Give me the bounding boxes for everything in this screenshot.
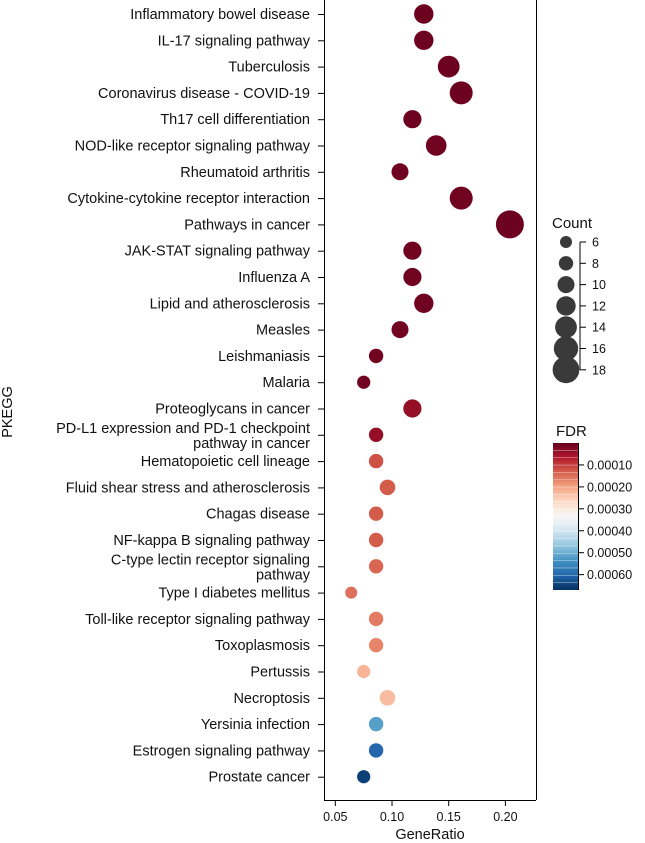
bubble (403, 241, 422, 260)
x-axis-title: GeneRatio (395, 827, 464, 843)
bubble (357, 375, 371, 389)
bubble (368, 506, 384, 521)
bubble (449, 81, 473, 105)
term-label: Type I diabetes mellitus (158, 586, 310, 602)
bubble (368, 453, 384, 469)
term-label: Coronavirus disease - COVID-19 (98, 86, 310, 102)
term-label: Cytokine-cytokine receptor interaction (67, 191, 310, 207)
size-legend-label: 6 (592, 236, 599, 250)
term-label: Toll-like receptor signaling pathway (85, 612, 311, 628)
bubble (414, 30, 434, 50)
size-legend-circle (557, 276, 575, 294)
size-legend-circle (553, 336, 579, 361)
bubble (391, 321, 409, 339)
bubble (379, 479, 396, 496)
bubble (414, 4, 434, 24)
term-label: Fluid shear stress and atherosclerosis (66, 480, 310, 496)
bubble (414, 293, 434, 313)
size-legend-label: 16 (592, 342, 606, 356)
size-legend-circle (555, 316, 577, 339)
bubble (357, 664, 371, 679)
x-ticks: 0.05 0.10 0.15 0.20 (323, 800, 518, 824)
bubble (403, 399, 422, 418)
x-tick-label: 0.15 (437, 810, 461, 824)
bubble (357, 770, 371, 784)
bubble (368, 559, 384, 574)
term-label-line: pathway (256, 567, 311, 583)
term-label: C-type lectin receptor signaling pathway (111, 552, 311, 583)
term-label: Rheumatoid arthritis (180, 165, 310, 181)
term-label: Yersinia infection (201, 717, 310, 733)
term-label-line: pathway in cancer (193, 436, 310, 452)
size-legend-circle (552, 356, 580, 384)
bubble (495, 210, 524, 239)
bubble (403, 267, 422, 287)
term-label: Malaria (262, 375, 310, 391)
term-label: Chagas disease (206, 507, 310, 523)
bubble (368, 611, 384, 627)
x-tick-label: 0.05 (323, 810, 347, 824)
colorbar-tick-label: 0.00010 (587, 458, 632, 472)
term-label: NF-kappa B signaling pathway (113, 533, 310, 549)
term-label: Prostate cancer (208, 770, 310, 786)
term-label: Lipid and atherosclerosis (150, 296, 310, 312)
colorbar-tick-label: 0.00060 (587, 568, 632, 582)
bubble (425, 135, 447, 156)
term-label: NOD-like receptor signaling pathway (75, 139, 311, 155)
term-label: Proteoglycans in cancer (155, 402, 310, 418)
term-label: Hematopoietic cell lineage (141, 454, 310, 470)
x-tick-label: 0.10 (380, 810, 404, 824)
term-label: Influenza A (238, 270, 310, 286)
term-labels: Inflammatory bowel disease IL-17 signalin… (56, 7, 324, 786)
color-legend: FDR 0.00010 0.00020 0.00030 0.00040 0.00050 0… (553, 423, 632, 590)
bubble (368, 532, 384, 548)
size-legend-title: Count (552, 215, 593, 232)
size-legend: Count 6 8 10 12 14 16 18 (552, 215, 606, 384)
size-legend-label: 14 (592, 321, 606, 335)
term-label: Th17 cell differentiation (160, 112, 310, 128)
y-axis-title: PKEGG (0, 386, 16, 438)
colorbar-tick-label: 0.00030 (587, 502, 632, 516)
colorbar-tick-label: 0.00050 (587, 546, 632, 560)
term-label: Tuberculosis (228, 60, 310, 76)
size-legend-circle (560, 236, 572, 248)
bubble (403, 110, 422, 129)
term-label: Toxoplasmosis (215, 638, 310, 654)
colorbar-tick-label: 0.00040 (587, 524, 632, 538)
term-label: Measles (256, 323, 310, 339)
size-legend-label: 12 (592, 299, 606, 313)
bubble (368, 348, 384, 364)
size-legend-label: 8 (592, 257, 599, 271)
term-label-line: C-type lectin receptor signaling (111, 552, 310, 568)
size-legend-circle (558, 256, 574, 271)
bubble (449, 186, 473, 210)
plot-area: 0.05 0.10 0.15 0.20 (323, 0, 537, 824)
bubble (379, 690, 396, 706)
term-label: IL-17 signaling pathway (158, 33, 311, 49)
term-label: Pathways in cancer (184, 217, 310, 233)
size-legend-label: 10 (592, 278, 606, 292)
term-label: Estrogen signaling pathway (133, 743, 311, 759)
term-label: Necroptosis (233, 691, 310, 707)
term-label-line: PD-L1 expression and PD-1 checkpoint (56, 421, 310, 437)
bubble (368, 638, 384, 653)
term-label: PD-L1 expression and PD-1 checkpoint path… (56, 421, 310, 452)
term-label: Inflammatory bowel disease (130, 7, 310, 23)
colorbar-tick-label: 0.00020 (587, 480, 632, 494)
bubbles (345, 4, 524, 784)
bubble (437, 55, 460, 78)
bubble (368, 427, 384, 442)
bubble (345, 586, 358, 599)
bubble (368, 743, 384, 758)
color-legend-title: FDR (556, 423, 587, 440)
term-label: JAK-STAT signaling pathway (125, 244, 311, 260)
bubble (368, 716, 384, 732)
term-label: Leishmaniasis (218, 349, 310, 365)
size-legend-label: 18 (592, 363, 606, 377)
x-tick-label: 0.20 (493, 810, 517, 824)
term-label: Pertussis (250, 665, 310, 681)
bubble (391, 163, 409, 181)
size-legend-circle (556, 296, 576, 316)
